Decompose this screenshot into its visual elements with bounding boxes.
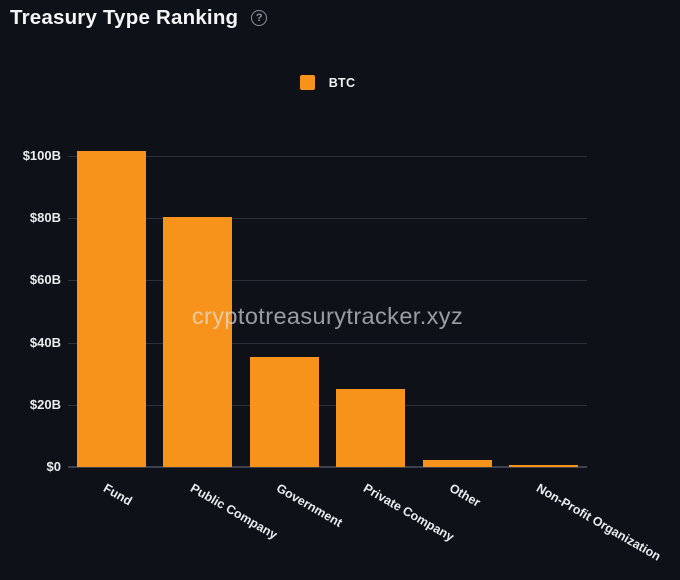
bar-private-company[interactable] bbox=[336, 389, 406, 467]
y-gridline bbox=[68, 280, 587, 282]
bar-non-profit-organization[interactable] bbox=[509, 465, 579, 467]
x-axis-line bbox=[68, 466, 587, 468]
y-axis-tick-label: $100B bbox=[22, 148, 61, 163]
chart-legend-item-btc[interactable]: BTC bbox=[0, 75, 655, 90]
y-gridline bbox=[68, 342, 587, 344]
x-axis-tick-label: Fund bbox=[101, 481, 135, 509]
x-axis-tick-label: Public Company bbox=[187, 481, 280, 543]
legend-swatch-icon bbox=[299, 75, 315, 90]
y-axis-tick-label: $0 bbox=[46, 459, 61, 474]
y-gridline bbox=[68, 404, 587, 406]
x-axis-tick-label: Other bbox=[447, 481, 484, 510]
page-title: Treasury Type Ranking bbox=[10, 6, 239, 29]
legend-label: BTC bbox=[328, 75, 356, 90]
y-axis-tick-label: $40B bbox=[29, 334, 61, 350]
y-gridline bbox=[68, 218, 587, 220]
bar-fund[interactable] bbox=[76, 151, 146, 467]
x-axis-tick-label: Non-Profit Organization bbox=[533, 481, 663, 564]
bar-other[interactable] bbox=[422, 459, 492, 467]
bar-public-company[interactable] bbox=[163, 217, 233, 467]
y-gridline bbox=[68, 156, 587, 157]
help-icon[interactable]: ? bbox=[251, 10, 268, 26]
x-axis-tick-label: Government bbox=[274, 481, 346, 530]
y-axis-tick-label: $20B bbox=[29, 396, 61, 412]
y-axis-tick-label: $60B bbox=[29, 272, 61, 288]
bar-government[interactable] bbox=[249, 356, 319, 467]
chart-header: Treasury Type Ranking ? bbox=[10, 5, 268, 31]
y-axis-tick-label: $80B bbox=[29, 210, 61, 226]
x-axis-tick-label: Private Company bbox=[360, 481, 457, 545]
